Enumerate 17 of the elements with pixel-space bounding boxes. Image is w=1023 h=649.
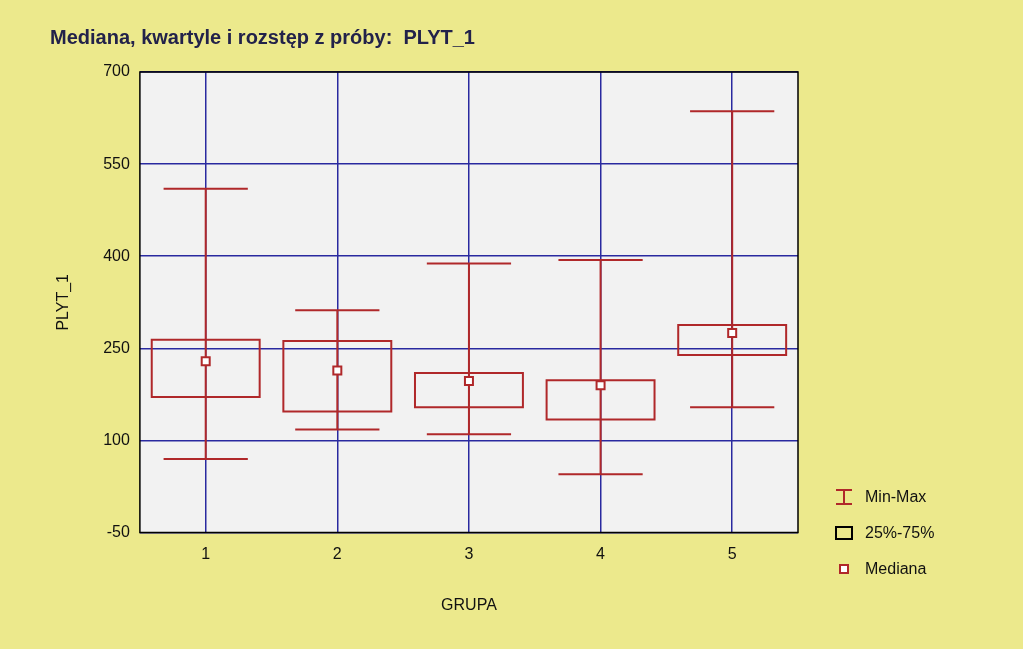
x-tick-label: 3 [464, 544, 474, 562]
x-tick-label: 4 [596, 544, 606, 562]
y-tick-label: -50 [106, 523, 130, 541]
y-tick-label: 250 [103, 338, 130, 356]
y-tick-label: 400 [103, 246, 130, 264]
x-tick-label: 5 [727, 544, 737, 562]
y-axis-title: PLYT_1 [54, 273, 73, 331]
y-tick-label: 700 [103, 62, 130, 80]
y-tick-label: 550 [103, 154, 130, 172]
chart-title: Mediana, kwartyle i rozstęp z próby: PLYT_1 [50, 25, 475, 48]
text: 25%-75% [865, 524, 935, 542]
text: Mediana [865, 560, 927, 578]
x-tick-label: 1 [201, 544, 211, 562]
y-tick-label: 100 [103, 430, 130, 448]
x-tick-label: 2 [332, 544, 342, 562]
text: Min-Max [865, 488, 927, 506]
x-axis-title: GRUPA [441, 595, 498, 613]
